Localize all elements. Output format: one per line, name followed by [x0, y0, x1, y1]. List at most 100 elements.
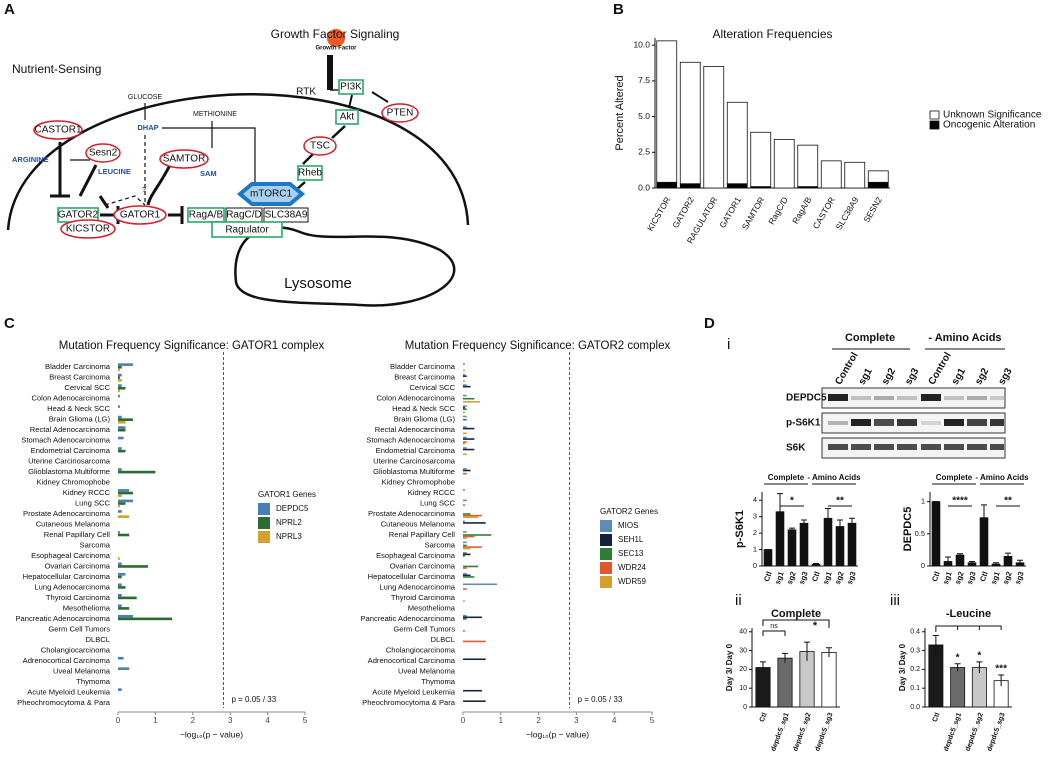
error-bar — [760, 661, 766, 674]
bar-segment — [726, 183, 748, 189]
error-bar — [957, 553, 963, 557]
y-tick-label: 2 — [753, 528, 757, 537]
blot-band — [828, 421, 848, 425]
bar-segment — [656, 181, 678, 189]
bar — [821, 652, 837, 708]
bar — [463, 658, 486, 661]
legend-label: SEH1L — [618, 535, 644, 544]
diagram-label: KICSTOR — [66, 224, 110, 235]
error-bar — [932, 635, 939, 655]
bar — [463, 573, 467, 575]
bar — [118, 376, 120, 380]
x-tick-label: 3 — [574, 716, 579, 725]
bar — [463, 380, 465, 382]
diagram-label: RTK — [296, 87, 316, 98]
bar — [463, 531, 467, 533]
western-blot — [821, 348, 1006, 459]
inhibition — [146, 164, 172, 206]
bar — [463, 375, 467, 377]
bar — [463, 394, 467, 397]
bar — [463, 385, 471, 388]
error-bar — [981, 504, 987, 531]
x-tick-label: sg2 — [953, 570, 966, 585]
bar — [463, 689, 482, 692]
category-label: Colon Adenocarcinoma — [376, 394, 455, 403]
y-axis-label: p-S6K1 — [734, 510, 746, 548]
blot-band — [897, 396, 917, 400]
bar — [118, 363, 133, 366]
x-tick-label: sg3 — [965, 570, 978, 585]
category-label: Rectal Adenocarcinoma — [375, 425, 456, 434]
bar — [118, 426, 126, 429]
y-tick-label: 3 — [753, 512, 757, 521]
category-label: Uterine Carcinosarcoma — [373, 457, 456, 466]
blot-band — [851, 419, 871, 426]
bar — [118, 373, 122, 377]
bar-segment — [844, 161, 866, 189]
inhibition — [371, 91, 389, 103]
x-tick-label: sg1 — [989, 570, 1002, 585]
diagram-label: ? — [142, 187, 146, 194]
significance-label: * — [790, 496, 794, 507]
bar — [463, 499, 467, 502]
x-tick-label: sg1 — [941, 570, 954, 585]
blot-band — [990, 444, 1004, 450]
bar — [955, 554, 965, 567]
legend-label: NPRL3 — [276, 532, 302, 541]
bar — [118, 617, 173, 621]
x-tick-label: 1 — [153, 716, 158, 725]
bar — [463, 504, 465, 506]
node-ellipse — [381, 103, 419, 123]
x-axis-label: −log₁₀(p − value) — [526, 729, 589, 739]
bar — [118, 491, 133, 495]
bar-segment — [773, 139, 795, 189]
bar — [463, 630, 465, 632]
bar — [118, 575, 122, 579]
bar — [118, 533, 130, 537]
node-box — [263, 207, 309, 223]
bar — [118, 688, 122, 691]
bar — [118, 468, 122, 471]
bar — [118, 405, 120, 408]
y-tick-label: 5.0 — [638, 111, 650, 121]
panel-label: A — [4, 1, 15, 18]
error-bar — [777, 493, 783, 530]
blot-band — [944, 396, 964, 400]
error-bar — [813, 563, 819, 566]
diagram-label: CASTOR1 — [34, 125, 81, 136]
diagram-label: GATOR1 — [120, 210, 161, 221]
bar — [931, 501, 941, 567]
bar — [463, 576, 475, 578]
error-bar — [826, 647, 832, 658]
bar — [118, 586, 126, 589]
category-label: Cholangiocarcinoma — [41, 645, 111, 654]
legend-swatch — [258, 503, 270, 515]
chart-title: Mutation Frequency Significance: GATOR2 … — [405, 340, 671, 352]
bar — [118, 420, 126, 424]
significance-label: ** — [836, 496, 844, 507]
bar — [463, 442, 465, 445]
bar — [763, 549, 773, 567]
category-label: Cholangiocarcinoma — [386, 645, 456, 654]
blot-band — [874, 419, 894, 426]
bar — [463, 567, 467, 569]
x-tick-label: Ctl — [932, 712, 942, 723]
y-tick-label: 2.5 — [638, 147, 650, 157]
node-box — [187, 207, 225, 223]
x-tick-label: Ctl — [762, 570, 774, 582]
error-bar — [954, 663, 961, 672]
bar — [118, 656, 124, 660]
y-tick-label: 7.5 — [638, 75, 650, 85]
bar — [463, 369, 465, 372]
bar-segment — [679, 61, 701, 185]
x-axis-label: −log₁₀(p − value) — [180, 729, 243, 739]
bar — [118, 365, 122, 369]
bar — [463, 565, 479, 568]
bar — [463, 513, 471, 515]
x-tick-label: 4 — [265, 716, 270, 725]
significance-bracket — [935, 625, 1002, 632]
blot-group-label: Complete — [845, 332, 895, 344]
x-tick-label: 4 — [612, 716, 617, 725]
bar — [118, 470, 156, 474]
